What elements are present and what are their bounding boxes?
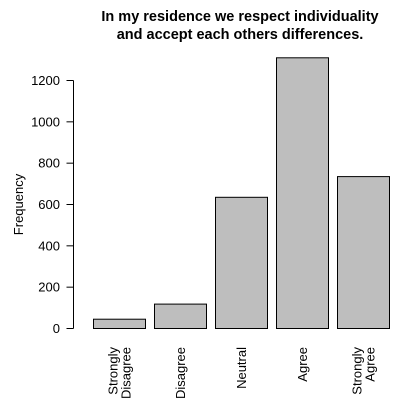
bar-0 — [93, 318, 146, 330]
y-tick-label: 400 — [38, 238, 60, 253]
y-axis-label-group: Frequency — [11, 173, 26, 235]
x-category-label: Strongly — [350, 347, 365, 395]
chart-title: In my residence we respect individuality… — [101, 9, 378, 43]
x-category-label: Agree — [363, 347, 378, 382]
x-category-label: Neutral — [234, 347, 249, 389]
bar-2 — [215, 196, 268, 329]
chart-title-line: In my residence we respect individuality — [101, 9, 378, 25]
y-axis: 0 200 400 600 800 1000 1200 — [31, 73, 74, 336]
chart-title-line: and accept each others differences. — [117, 27, 364, 43]
x-category-label: Disagree — [119, 347, 134, 399]
y-tick-label: 0 — [53, 321, 60, 336]
x-category-label: Agree — [295, 347, 310, 382]
x-category-label: Disagree — [173, 347, 188, 399]
y-tick-label: 1000 — [31, 114, 60, 129]
y-tick-label: 200 — [38, 280, 60, 295]
bar-1 — [154, 303, 207, 330]
y-tick-label: 1200 — [31, 73, 60, 88]
y-tick-label: 600 — [38, 197, 60, 212]
y-axis-label: Frequency — [11, 173, 26, 235]
bar-4 — [337, 176, 390, 329]
y-tick-label: 800 — [38, 156, 60, 171]
bars — [93, 57, 390, 330]
bar-3 — [276, 57, 329, 330]
x-category-label: Strongly — [106, 347, 121, 395]
